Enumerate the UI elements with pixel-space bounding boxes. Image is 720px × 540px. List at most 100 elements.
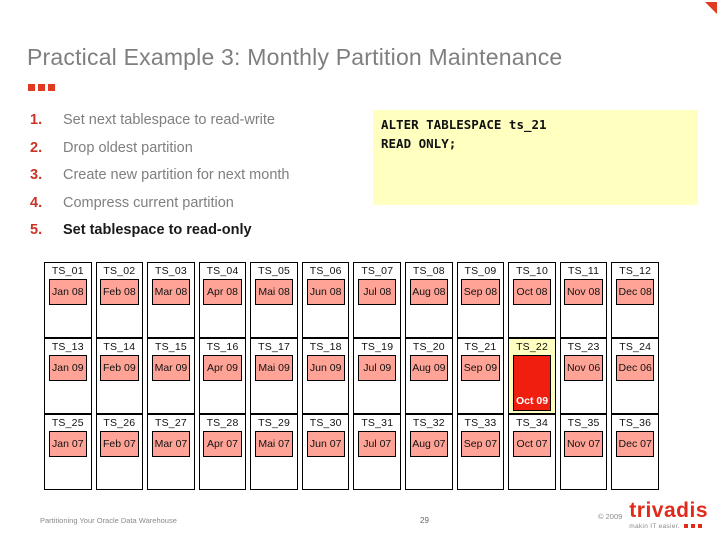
ts-cell-ts_05: TS_05 Mai 08 (250, 262, 298, 338)
month-box: Apr 08 (203, 279, 242, 305)
ts-label: TS_29 (258, 417, 291, 429)
month-box: Nov 08 (564, 279, 603, 305)
logo-wordmark: trivadis (629, 499, 708, 522)
month-box: Dec 08 (616, 279, 655, 305)
month-box: Jan 07 (48, 431, 87, 457)
step-number: 5. (30, 222, 43, 238)
ts-label: TS_01 (51, 265, 84, 277)
month-box: Jun 09 (306, 355, 345, 381)
red-square-icon (48, 84, 55, 91)
ts-label: TS_05 (258, 265, 291, 277)
ts-cell-ts_29: TS_29 Mai 07 (250, 414, 298, 490)
ts-label: TS_20 (412, 341, 445, 353)
ts-cell-ts_14: TS_14 Feb 09 (95, 338, 144, 414)
ts-label: TS_10 (516, 265, 548, 277)
month-box: Apr 09 (203, 355, 242, 381)
ts-label: TS_12 (619, 265, 652, 277)
month-box: Aug 09 (409, 355, 448, 381)
page-title: Practical Example 3: Monthly Partition M… (27, 44, 563, 70)
step-text: Set next tablespace to read-write (63, 112, 275, 128)
ts-label: TS_33 (464, 417, 497, 429)
ts-cell-ts_01: TS_01 Jan 08 (44, 262, 92, 338)
ts-label: TS_02 (103, 265, 136, 277)
ts-cell-ts_04: TS_04 Apr 08 (198, 262, 247, 338)
ts-cell-ts_33: TS_33 Sep 07 (456, 414, 505, 490)
ts-label: TS_18 (309, 341, 342, 353)
ts-cell-ts_36: TS_36 Dec 07 (611, 414, 659, 490)
ts-label: TS_31 (361, 417, 394, 429)
ts-label: TS_26 (103, 417, 136, 429)
ts-label: TS_34 (516, 417, 548, 429)
ts-label: TS_13 (51, 341, 84, 353)
month-box: Sep 09 (461, 355, 500, 381)
ts-cell-ts_26: TS_26 Feb 07 (95, 414, 144, 490)
ts-cell-ts_11: TS_11 Nov 08 (559, 262, 608, 338)
steps-list: 1. Set next tablespace to read-write 2. Dro… (30, 112, 370, 250)
ts-cell-ts_06: TS_06 Jun 08 (301, 262, 350, 338)
step-item-3: 3. Create new partition for next month (30, 167, 370, 183)
month-box: Mai 08 (254, 279, 294, 305)
ts-cell-ts_25: TS_25 Jan 07 (44, 414, 92, 490)
step-item-5: 5. Set tablespace to read-only (30, 222, 370, 238)
month-box: Aug 07 (409, 431, 448, 457)
month-box: Oct 07 (512, 431, 552, 457)
ts-label: TS_19 (361, 341, 394, 353)
month-box: Feb 08 (100, 279, 139, 305)
ts-label: TS_27 (154, 417, 187, 429)
step-text: Set tablespace to read-only (63, 222, 252, 238)
code-line: ALTER TABLESPACE ts_21 (381, 117, 547, 132)
ts-cell-ts_02: TS_02 Feb 08 (95, 262, 144, 338)
month-box-highlighted: Oct 09 (512, 355, 552, 411)
copyright-text: © 2009 (598, 512, 623, 521)
step-number: 2. (30, 139, 43, 156)
ts-label: TS_28 (206, 417, 239, 429)
month-box: Mar 08 (151, 279, 191, 305)
logo-tagline: makin IT easier. (629, 523, 680, 530)
ts-label: TS_07 (361, 265, 394, 277)
ts-label: TS_14 (103, 341, 136, 353)
ts-label: TS_21 (464, 341, 497, 353)
ts-cell-ts_13: TS_13 Jan 09 (44, 338, 92, 414)
month-box: Feb 09 (100, 355, 139, 381)
step-item-2: 2. Drop oldest partition (30, 140, 370, 156)
ts-cell-ts_28: TS_28 Apr 07 (198, 414, 247, 490)
month-box: Mar 07 (151, 431, 191, 457)
ts-cell-ts_03: TS_03 Mar 08 (147, 262, 195, 338)
ts-label: TS_15 (154, 341, 187, 353)
ts-cell-ts_31: TS_31 Jul 07 (353, 414, 402, 490)
ts-cell-ts_07: TS_07 Jul 08 (353, 262, 402, 338)
month-box: Apr 07 (203, 431, 242, 457)
ts-label: TS_04 (206, 265, 239, 277)
ts-label: TS_11 (568, 265, 600, 277)
red-square-icon (28, 84, 35, 91)
ts-cell-ts_20: TS_20 Aug 09 (405, 338, 453, 414)
month-box: Jul 09 (358, 355, 397, 381)
ts-label: TS_30 (309, 417, 342, 429)
logo-dots-icon (683, 524, 702, 528)
month-box: Oct 08 (512, 279, 552, 305)
page-number: 29 (420, 516, 429, 525)
ts-label: TS_24 (619, 341, 652, 353)
code-box: ALTER TABLESPACE ts_21 READ ONLY; (373, 110, 698, 205)
code-line: READ ONLY; (381, 135, 457, 151)
ts-cell-ts_21: TS_21 Sep 09 (456, 338, 505, 414)
corner-accent-icon (705, 2, 717, 14)
title-accent-squares (28, 84, 55, 91)
ts-cell-ts_27: TS_27 Mar 07 (147, 414, 195, 490)
month-box: Jul 08 (358, 279, 397, 305)
ts-label: TS_17 (258, 341, 291, 353)
month-box: Nov 07 (564, 431, 603, 457)
step-text: Create new partition for next month (63, 167, 290, 183)
ts-cell-ts_10: TS_10 Oct 08 (508, 262, 556, 338)
step-number: 1. (30, 112, 43, 128)
trivadis-logo: trivadis makin IT easier. (629, 500, 708, 530)
month-box: Sep 07 (461, 431, 500, 457)
ts-cell-ts_18: TS_18 Jun 09 (301, 338, 350, 414)
ts-cell-ts_16: TS_16 Apr 09 (198, 338, 247, 414)
month-box: Jun 08 (306, 279, 345, 305)
footer-branding: © 2009 trivadis makin IT easier. (598, 500, 708, 530)
month-box: Jan 09 (48, 355, 87, 381)
ts-cell-ts_32: TS_32 Aug 07 (405, 414, 453, 490)
step-item-4: 4. Compress current partition (30, 195, 370, 211)
ts-cell-ts_35: TS_35 Nov 07 (559, 414, 608, 490)
